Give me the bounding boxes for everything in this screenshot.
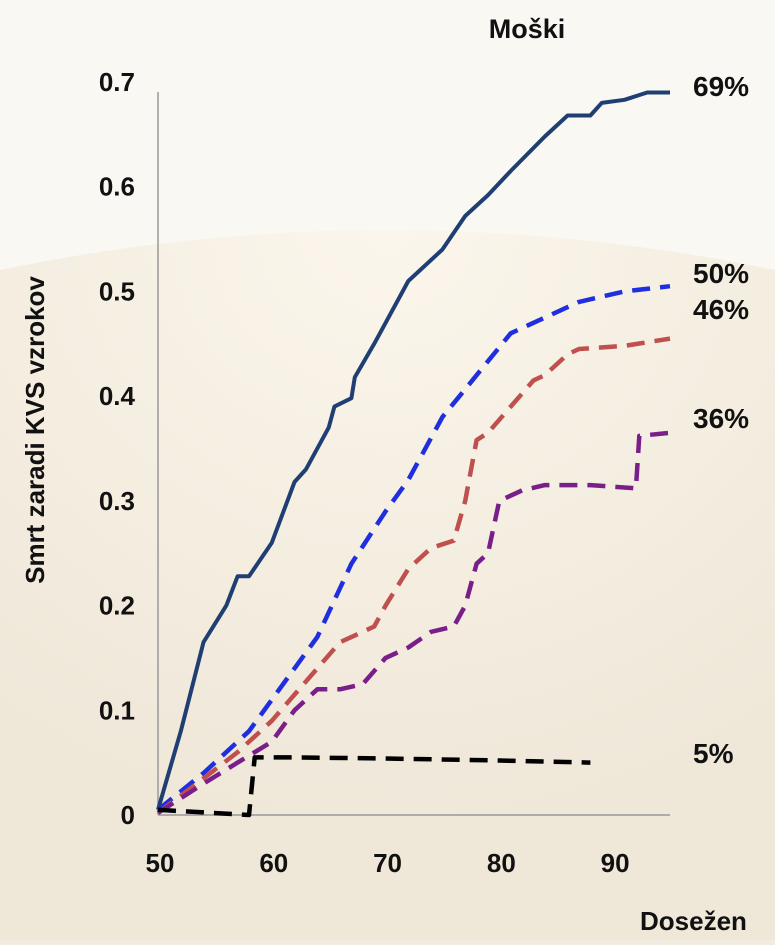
x-axis-label: Dosežen <box>640 906 747 936</box>
x-tick-label: 50 <box>146 848 175 878</box>
series-line-5 <box>157 755 591 818</box>
series-end-label: 36% <box>693 403 749 434</box>
x-tick-label: 80 <box>487 848 516 878</box>
series-line-1 <box>156 90 670 811</box>
end-labels: 69% 50% 46% 36% 5% <box>693 71 749 769</box>
y-tick-label: 0.7 <box>99 67 135 97</box>
background-arc <box>0 230 775 940</box>
y-axis-label: Smrt zaradi KVS vzrokov <box>20 276 50 584</box>
series-end-label: 69% <box>693 71 749 102</box>
y-tick-label: 0.4 <box>99 381 136 411</box>
series-end-label: 50% <box>693 258 749 289</box>
series-end-label: 46% <box>693 294 749 325</box>
x-tick-label: 60 <box>259 848 288 878</box>
chart-title: Moški <box>489 14 566 44</box>
series-line-3 <box>156 336 671 815</box>
y-tick-label: 0.3 <box>99 486 135 516</box>
series-line-2 <box>156 283 671 812</box>
series-line-4 <box>156 430 671 815</box>
x-tick-label: 90 <box>601 848 630 878</box>
y-tick-label: 0.1 <box>99 695 135 725</box>
x-tick-label: 70 <box>373 848 402 878</box>
y-tick-label: 0.5 <box>99 276 135 306</box>
y-tick-label: 0.6 <box>99 172 135 202</box>
tick-labels: 0 0.1 0.2 0.3 0.4 0.5 0.6 0.7 50 60 70 80 90 <box>99 67 630 878</box>
series-lines <box>156 90 671 818</box>
y-tick-label: 0.2 <box>99 591 135 621</box>
series-end-label: 5% <box>693 738 734 769</box>
y-tick-label: 0 <box>121 800 135 830</box>
